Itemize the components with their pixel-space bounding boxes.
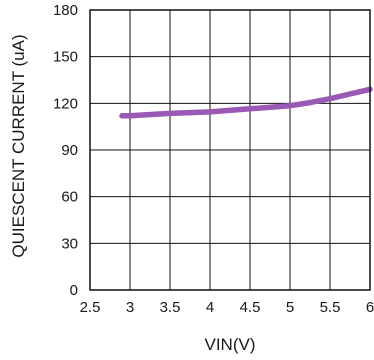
x-tick-label: 4.5 bbox=[240, 299, 261, 316]
series-layer bbox=[119, 86, 373, 119]
x-tick-label: 5.5 bbox=[320, 299, 341, 316]
y-tick-label: 30 bbox=[61, 235, 78, 252]
y-tick-label: 60 bbox=[61, 189, 78, 206]
y-tick-label: 90 bbox=[61, 142, 78, 159]
y-axis-label: QUIESCENT CURRENT (uA) bbox=[9, 34, 28, 257]
x-tick-label: 5 bbox=[286, 299, 294, 316]
grid bbox=[89, 9, 371, 291]
x-tick-label: 2.5 bbox=[80, 299, 101, 316]
y-tick-label: 0 bbox=[70, 282, 78, 299]
x-tick-label: 3 bbox=[126, 299, 134, 316]
x-tick-label: 3.5 bbox=[160, 299, 181, 316]
x-tick-labels: 2.5 3 3.5 4 4.5 5 5.5 6 bbox=[80, 299, 374, 316]
x-tick-label: 4 bbox=[206, 299, 214, 316]
series-line bbox=[119, 86, 373, 119]
plot-frame bbox=[89, 9, 371, 291]
y-tick-label: 180 bbox=[53, 2, 78, 19]
x-axis-label: VIN(V) bbox=[205, 335, 256, 354]
y-tick-labels: 0 30 60 90 120 150 180 bbox=[53, 2, 78, 299]
y-tick-label: 150 bbox=[53, 49, 78, 66]
x-tick-label: 6 bbox=[366, 299, 374, 316]
y-tick-label: 120 bbox=[53, 95, 78, 112]
